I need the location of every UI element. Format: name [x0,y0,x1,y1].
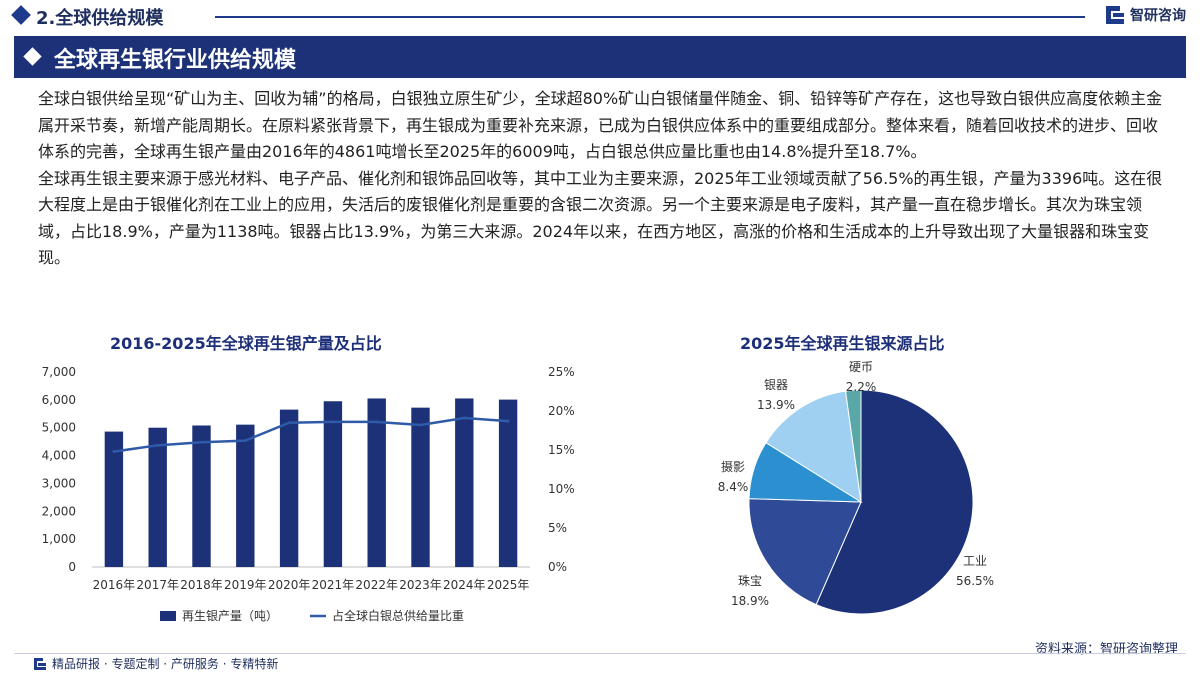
y-left-tick-label: 5,000 [42,421,76,435]
pie-slice-4 [844,389,862,503]
ratio-point-7 [419,423,422,427]
header-band: 全球再生银行业供给规模 [14,36,1186,78]
pie-label-3: 银器 [764,378,788,392]
bar-chart-title: 2016-2025年全球再生银产量及占比 [110,334,382,353]
pie-pct-3: 13.9% [757,398,795,412]
x-tick-label: 2021年 [312,578,355,592]
y-left-tick-label: 0 [68,560,76,574]
top-bar: 2.全球供给规模 智研咨询 [0,0,1200,34]
ratio-point-5 [331,420,335,424]
ratio-line [113,416,509,453]
page-title: 全球再生银行业供给规模 [54,48,297,73]
bar-8 [455,398,474,567]
y-left-tick-label: 2,000 [42,504,76,518]
brand-name: 智研咨询 [1130,8,1186,24]
section-diamond-icon [11,5,31,25]
footer: 精品研报 · 专题定制 · 产研服务 · 专精特新 [34,655,278,672]
zhiyan-logo-icon [1106,6,1124,24]
pie-pct-1: 18.9% [731,594,769,608]
y-right-tick-label: 15% [548,443,575,457]
x-tick-label: 2017年 [136,578,179,592]
y-right-tick-label: 0% [548,560,567,574]
legend-line-label: 占全球白银总供给量比重 [332,608,464,623]
x-tick-label: 2023年 [399,578,442,592]
x-tick-label: 2025年 [487,578,530,592]
y-left-tick-label: 4,000 [42,449,76,463]
y-left-tick-label: 6,000 [42,393,76,407]
ratio-point-0 [112,450,116,454]
bar-9 [498,399,518,567]
top-divider [215,16,1085,18]
footer-divider [14,653,1186,654]
bar-2 [192,425,211,567]
bar-7 [411,407,430,567]
pie-slice-3 [765,390,862,503]
pie-label-4: 硬币 [849,360,873,374]
ratio-point-1 [156,443,160,447]
ratio-point-8 [462,416,466,420]
header-diamond-icon [23,47,42,66]
bar-6 [367,398,386,567]
source-note: 资料来源：智研咨询整理 [1034,642,1178,657]
ratio-point-2 [200,440,203,444]
x-tick-label: 2024年 [443,578,486,592]
pie-label-2: 摄影 [721,459,745,474]
legend-bar-swatch [160,611,176,621]
y-left-tick-label: 7,000 [42,365,76,379]
x-tick-label: 2022年 [355,578,398,592]
pie-slice-0 [815,389,974,615]
footer-logo-icon [34,657,46,670]
paragraph-1: 全球白银供给呈现“矿山为主、回收为辅”的格局，白银独立原生矿少，全球超80%矿山… [38,89,1163,161]
bar-5 [323,401,343,567]
ratio-point-6 [375,420,379,424]
pie-chart: 工业 56.5% 珠宝 18.9% 摄影 8.4% 银器 13.9% 硬币 2.2% [718,360,994,615]
y-right-tick-label: 5% [548,521,567,535]
ratio-point-9 [506,419,510,423]
ratio-point-4 [287,421,291,425]
pie-slice-1 [748,498,862,606]
legend-bar-label: 再生银产量（吨） [182,609,278,623]
x-tick-label: 2020年 [268,578,311,592]
bar-1 [148,427,167,567]
pie-label-0: 工业 [963,554,987,568]
pie-pct-4: 2.2% [846,380,877,394]
x-tick-label: 2019年 [224,578,267,592]
combo-chart: 0 1,000 2,000 3,000 4,000 5,000 6,000 7,000 0% 5%… [42,365,575,623]
bar-4 [279,409,299,567]
y-right-tick-label: 25% [548,365,575,379]
body-text: 全球白银供给呈现“矿山为主、回收为辅”的格局，白银独立原生矿少，全球超80%矿山… [38,86,1168,272]
ratio-point-3 [243,439,247,443]
paragraph-2: 全球再生银主要来源于感光材料、电子产品、催化剂和银饰品回收等，其中工业为主要来源… [38,168,1163,268]
y-left-tick-label: 3,000 [42,476,76,490]
brand: 智研咨询 [1106,5,1186,25]
pie-pct-0: 56.5% [956,574,994,588]
x-tick-label: 2016年 [93,578,136,592]
section-title: 2.全球供给规模 [36,8,164,29]
y-left-tick-label: 1,000 [42,532,76,546]
x-tick-label: 2018年 [180,578,223,592]
footer-text: 精品研报 · 专题定制 · 产研服务 · 专精特新 [52,657,279,671]
bar-3 [236,424,255,567]
pie-pct-2: 8.4% [718,480,749,494]
pie-chart-title: 2025年全球再生银来源占比 [740,334,945,353]
pie-label-1: 珠宝 [738,574,762,588]
y-right-tick-label: 10% [548,482,575,496]
bar-0 [104,431,124,567]
y-right-tick-label: 20% [548,404,575,418]
